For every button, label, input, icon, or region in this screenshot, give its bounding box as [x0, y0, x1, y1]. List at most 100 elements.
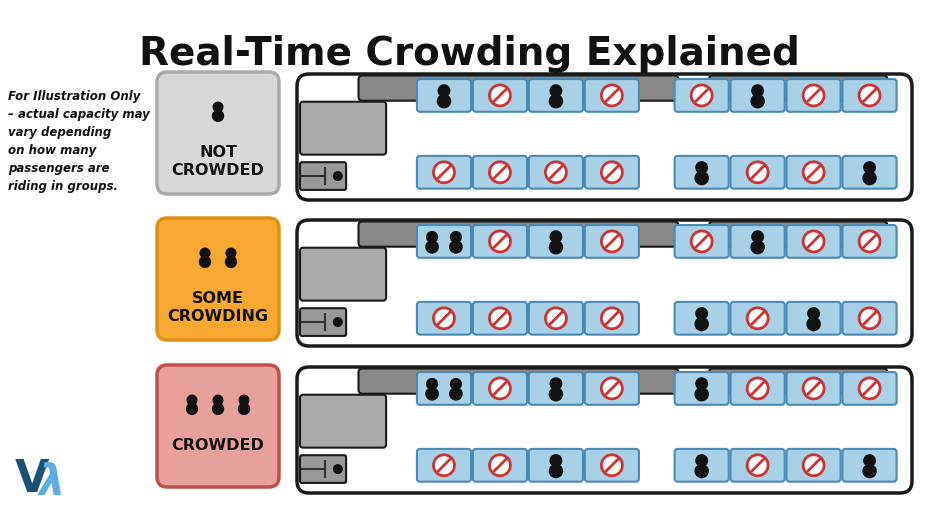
- Ellipse shape: [751, 95, 764, 108]
- Ellipse shape: [449, 241, 462, 253]
- FancyBboxPatch shape: [300, 455, 346, 483]
- Text: – actual capacity may: – actual capacity may: [8, 108, 150, 121]
- Ellipse shape: [437, 95, 450, 108]
- Ellipse shape: [426, 241, 438, 253]
- Circle shape: [490, 85, 510, 106]
- Text: vary depending: vary depending: [8, 126, 112, 139]
- Ellipse shape: [213, 110, 223, 121]
- Circle shape: [864, 455, 875, 466]
- FancyBboxPatch shape: [529, 156, 583, 189]
- Ellipse shape: [863, 171, 876, 184]
- FancyBboxPatch shape: [416, 302, 471, 335]
- FancyBboxPatch shape: [529, 372, 583, 405]
- FancyBboxPatch shape: [297, 367, 912, 493]
- Ellipse shape: [695, 464, 708, 477]
- FancyBboxPatch shape: [300, 162, 346, 190]
- Circle shape: [748, 378, 768, 399]
- FancyBboxPatch shape: [842, 225, 897, 258]
- FancyBboxPatch shape: [297, 74, 912, 200]
- FancyBboxPatch shape: [674, 372, 729, 405]
- Circle shape: [333, 171, 342, 181]
- FancyBboxPatch shape: [473, 225, 527, 258]
- Circle shape: [333, 464, 342, 474]
- Circle shape: [752, 85, 764, 96]
- Circle shape: [696, 378, 707, 389]
- FancyBboxPatch shape: [529, 225, 583, 258]
- FancyBboxPatch shape: [787, 156, 840, 189]
- Circle shape: [545, 308, 567, 329]
- FancyBboxPatch shape: [584, 372, 639, 405]
- Circle shape: [859, 378, 880, 399]
- Circle shape: [200, 248, 210, 258]
- Ellipse shape: [695, 317, 708, 330]
- Ellipse shape: [695, 388, 708, 401]
- FancyBboxPatch shape: [300, 102, 386, 154]
- Ellipse shape: [225, 256, 236, 267]
- FancyBboxPatch shape: [787, 449, 840, 482]
- Text: CROWDED: CROWDED: [172, 438, 265, 453]
- Circle shape: [551, 455, 562, 466]
- Circle shape: [601, 85, 623, 106]
- Text: NOT
CROWDED: NOT CROWDED: [172, 145, 265, 178]
- FancyBboxPatch shape: [731, 302, 785, 335]
- Ellipse shape: [550, 241, 563, 253]
- Circle shape: [859, 85, 880, 106]
- FancyBboxPatch shape: [529, 79, 583, 112]
- Ellipse shape: [807, 317, 820, 330]
- FancyBboxPatch shape: [842, 156, 897, 189]
- FancyBboxPatch shape: [157, 365, 279, 487]
- FancyBboxPatch shape: [416, 156, 471, 189]
- Circle shape: [748, 162, 768, 183]
- Circle shape: [696, 308, 707, 319]
- Circle shape: [551, 85, 562, 96]
- Circle shape: [427, 231, 437, 242]
- Circle shape: [333, 317, 342, 327]
- Text: riding in groups.: riding in groups.: [8, 180, 118, 193]
- Circle shape: [438, 85, 449, 96]
- Circle shape: [490, 455, 510, 476]
- Circle shape: [859, 231, 880, 252]
- FancyBboxPatch shape: [674, 302, 729, 335]
- FancyBboxPatch shape: [731, 372, 785, 405]
- Ellipse shape: [695, 171, 708, 184]
- FancyBboxPatch shape: [358, 75, 678, 101]
- FancyBboxPatch shape: [709, 221, 887, 247]
- Circle shape: [601, 308, 623, 329]
- Circle shape: [433, 162, 455, 183]
- Circle shape: [226, 248, 235, 258]
- Circle shape: [803, 378, 825, 399]
- FancyBboxPatch shape: [473, 449, 527, 482]
- FancyBboxPatch shape: [787, 372, 840, 405]
- FancyBboxPatch shape: [709, 75, 887, 101]
- Circle shape: [864, 162, 875, 173]
- FancyBboxPatch shape: [416, 225, 471, 258]
- Ellipse shape: [550, 388, 563, 401]
- FancyBboxPatch shape: [358, 221, 678, 247]
- Ellipse shape: [187, 403, 198, 414]
- Circle shape: [490, 162, 510, 183]
- FancyBboxPatch shape: [300, 308, 346, 336]
- Text: λ: λ: [39, 462, 66, 504]
- FancyBboxPatch shape: [842, 302, 897, 335]
- FancyBboxPatch shape: [529, 449, 583, 482]
- FancyBboxPatch shape: [157, 72, 279, 194]
- FancyBboxPatch shape: [674, 79, 729, 112]
- FancyBboxPatch shape: [731, 156, 785, 189]
- FancyBboxPatch shape: [473, 156, 527, 189]
- Ellipse shape: [200, 256, 210, 267]
- FancyBboxPatch shape: [157, 218, 279, 340]
- FancyBboxPatch shape: [731, 449, 785, 482]
- FancyBboxPatch shape: [674, 156, 729, 189]
- FancyBboxPatch shape: [842, 79, 897, 112]
- Circle shape: [601, 378, 623, 399]
- Text: SOME
CROWDING: SOME CROWDING: [168, 291, 268, 324]
- FancyBboxPatch shape: [300, 395, 386, 447]
- FancyBboxPatch shape: [473, 302, 527, 335]
- Circle shape: [213, 102, 223, 112]
- FancyBboxPatch shape: [842, 449, 897, 482]
- Circle shape: [188, 395, 197, 405]
- Ellipse shape: [449, 388, 462, 400]
- FancyBboxPatch shape: [674, 225, 729, 258]
- Ellipse shape: [238, 403, 250, 414]
- Ellipse shape: [550, 95, 563, 108]
